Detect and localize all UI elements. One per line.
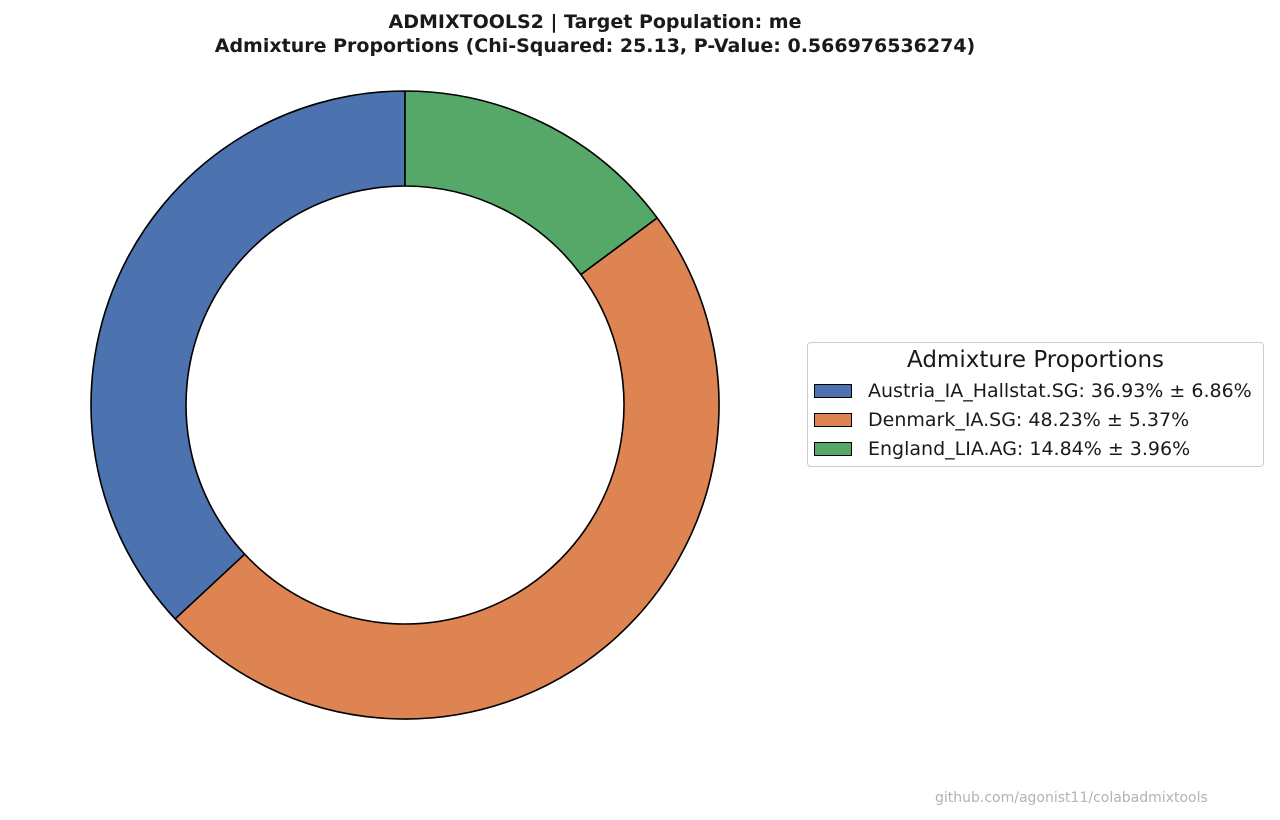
legend-swatch-denmark	[814, 413, 852, 427]
legend-label-denmark: Denmark_IA.SG: 48.23% ± 5.37%	[868, 409, 1190, 431]
legend-item-england: England_LIA.AG: 14.84% ± 3.96%	[814, 437, 1190, 461]
donut-slice-england	[404, 90, 658, 276]
chart-title-block: ADMIXTOOLS2 | Target Population: me Admi…	[0, 10, 1280, 58]
chart-title: ADMIXTOOLS2 | Target Population: me	[388, 11, 802, 33]
legend-label-england: England_LIA.AG: 14.84% ± 3.96%	[868, 438, 1191, 460]
watermark: github.com/agonist11/colabadmixtools	[935, 790, 1208, 806]
legend-swatch-austria	[814, 384, 852, 398]
donut-slice-denmark	[174, 217, 720, 720]
donut-slice-austria	[90, 90, 406, 620]
legend: Admixture Proportions Austria_IA_Hallsta…	[807, 342, 1264, 467]
legend-label-austria: Austria_IA_Hallstat.SG: 36.93% ± 6.86%	[868, 380, 1252, 402]
legend-title: Admixture Proportions	[907, 347, 1164, 373]
legend-swatch-england	[814, 442, 852, 456]
legend-item-denmark: Denmark_IA.SG: 48.23% ± 5.37%	[814, 408, 1189, 432]
legend-item-austria: Austria_IA_Hallstat.SG: 36.93% ± 6.86%	[814, 379, 1252, 403]
chart-subtitle: Admixture Proportions (Chi-Squared: 25.1…	[214, 35, 976, 57]
